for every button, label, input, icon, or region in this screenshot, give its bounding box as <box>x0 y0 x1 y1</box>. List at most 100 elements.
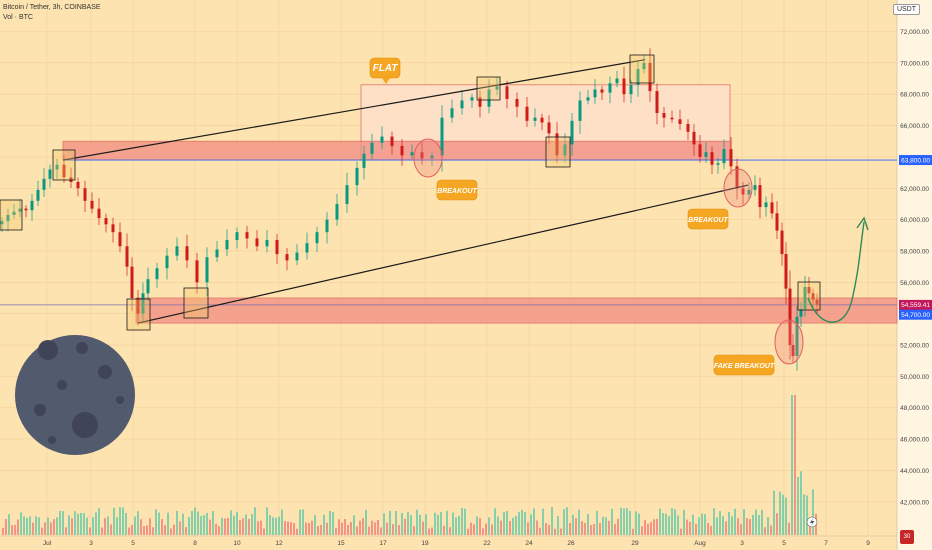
volume-bar <box>698 517 700 535</box>
candle-body <box>355 167 359 186</box>
volume-bar <box>212 511 214 535</box>
volume-bar <box>74 511 76 535</box>
volume-bar <box>320 524 322 535</box>
candle-body <box>795 316 799 357</box>
candle-body <box>487 89 491 107</box>
candle-body <box>803 287 807 309</box>
x-tick-label: 19 <box>421 540 429 547</box>
support-price-tag: 54,700.00 <box>899 309 932 320</box>
y-tick-label: 66,000.00 <box>900 123 929 130</box>
volume-bar <box>734 508 736 535</box>
candle-body <box>692 131 696 145</box>
channel-bottom-line <box>137 184 749 324</box>
candle-body <box>42 178 46 190</box>
volume-bar <box>527 522 529 535</box>
upper-level-price-tag-text: 63,800.00 <box>901 157 930 164</box>
pivot-box <box>797 281 821 311</box>
volume-bar <box>95 512 97 535</box>
support-price-tag-bg <box>899 309 932 320</box>
candle-body <box>784 254 788 289</box>
candle-body <box>615 78 619 84</box>
volume-bar <box>254 507 256 535</box>
volume-bar <box>314 515 316 535</box>
volume-bar <box>47 517 49 535</box>
volume-bar <box>779 491 781 535</box>
volume-bar <box>134 516 136 535</box>
upper-level-price-tag: 63,800.00 <box>899 155 932 166</box>
volume-bar <box>530 514 532 535</box>
volume-bar <box>323 514 325 535</box>
moon-crater <box>98 365 112 379</box>
lightning-icon <box>806 516 818 528</box>
volume-bar <box>407 512 409 535</box>
volume-bar <box>374 522 376 535</box>
candle-body <box>722 149 726 164</box>
volume-bar <box>578 509 580 535</box>
volume-bar <box>647 523 649 535</box>
volume-bar <box>767 516 769 535</box>
candle-body <box>525 106 529 121</box>
candle-body <box>48 169 52 179</box>
volume-bar <box>737 518 739 535</box>
volume-bar <box>284 521 286 535</box>
pivot-box <box>126 298 151 331</box>
volume-bar <box>389 510 391 535</box>
x-tick-label: Jul <box>43 540 52 547</box>
candle-body <box>265 239 269 247</box>
volume-bar <box>644 520 646 535</box>
volume-bar <box>5 519 7 535</box>
volume-bar <box>383 513 385 535</box>
moon-crater <box>34 404 46 416</box>
candle-body <box>430 155 434 159</box>
volume-bar <box>740 524 742 535</box>
candle-body <box>770 202 774 214</box>
candle-body <box>791 345 795 357</box>
volume-bar <box>455 517 457 535</box>
volume-bar <box>185 527 187 535</box>
volume-bar <box>761 509 763 535</box>
volume-bar <box>122 507 124 535</box>
volume-bar <box>128 527 130 535</box>
moon-crater <box>48 436 56 444</box>
candle-body <box>55 164 59 170</box>
volume-bar <box>653 519 655 535</box>
volume-bar <box>665 513 667 535</box>
candle-body <box>285 254 289 261</box>
candle-body <box>335 203 339 220</box>
candle-body <box>655 91 659 114</box>
candle-body <box>420 152 424 159</box>
candle-body <box>235 232 239 240</box>
volume-bar <box>557 516 559 535</box>
volume-bar <box>263 528 265 535</box>
volume-bar <box>251 514 253 535</box>
volume-bar <box>152 527 154 535</box>
volume-bar <box>614 524 616 535</box>
volume-bar <box>422 521 424 535</box>
candle-body <box>622 78 626 95</box>
breakout-label-2-bg <box>687 208 729 230</box>
fake-breakout-label: FAKE BREAKOUT <box>713 354 775 376</box>
volume-bar <box>332 512 334 535</box>
pivot-box <box>629 54 655 84</box>
x-tick-label: 26 <box>567 540 575 547</box>
currency-badge[interactable]: USDT <box>892 4 920 15</box>
candle-body <box>495 86 499 90</box>
volume-bar <box>266 507 268 535</box>
volume-bar <box>461 508 463 535</box>
candle-body <box>600 89 604 93</box>
volume-bar <box>17 519 19 535</box>
candle-body <box>18 208 22 212</box>
candle-body <box>747 189 751 195</box>
pivot-box <box>0 199 23 231</box>
volume-bar <box>401 512 403 535</box>
volume-bar <box>194 507 196 535</box>
volume-bar <box>602 516 604 535</box>
lightning-glyph <box>810 518 815 526</box>
candle-body <box>729 149 733 167</box>
breakout-label-1-bg <box>436 179 478 201</box>
x-tick-label: 29 <box>631 540 639 547</box>
volume-bar <box>335 527 337 535</box>
candle-body <box>275 239 279 255</box>
